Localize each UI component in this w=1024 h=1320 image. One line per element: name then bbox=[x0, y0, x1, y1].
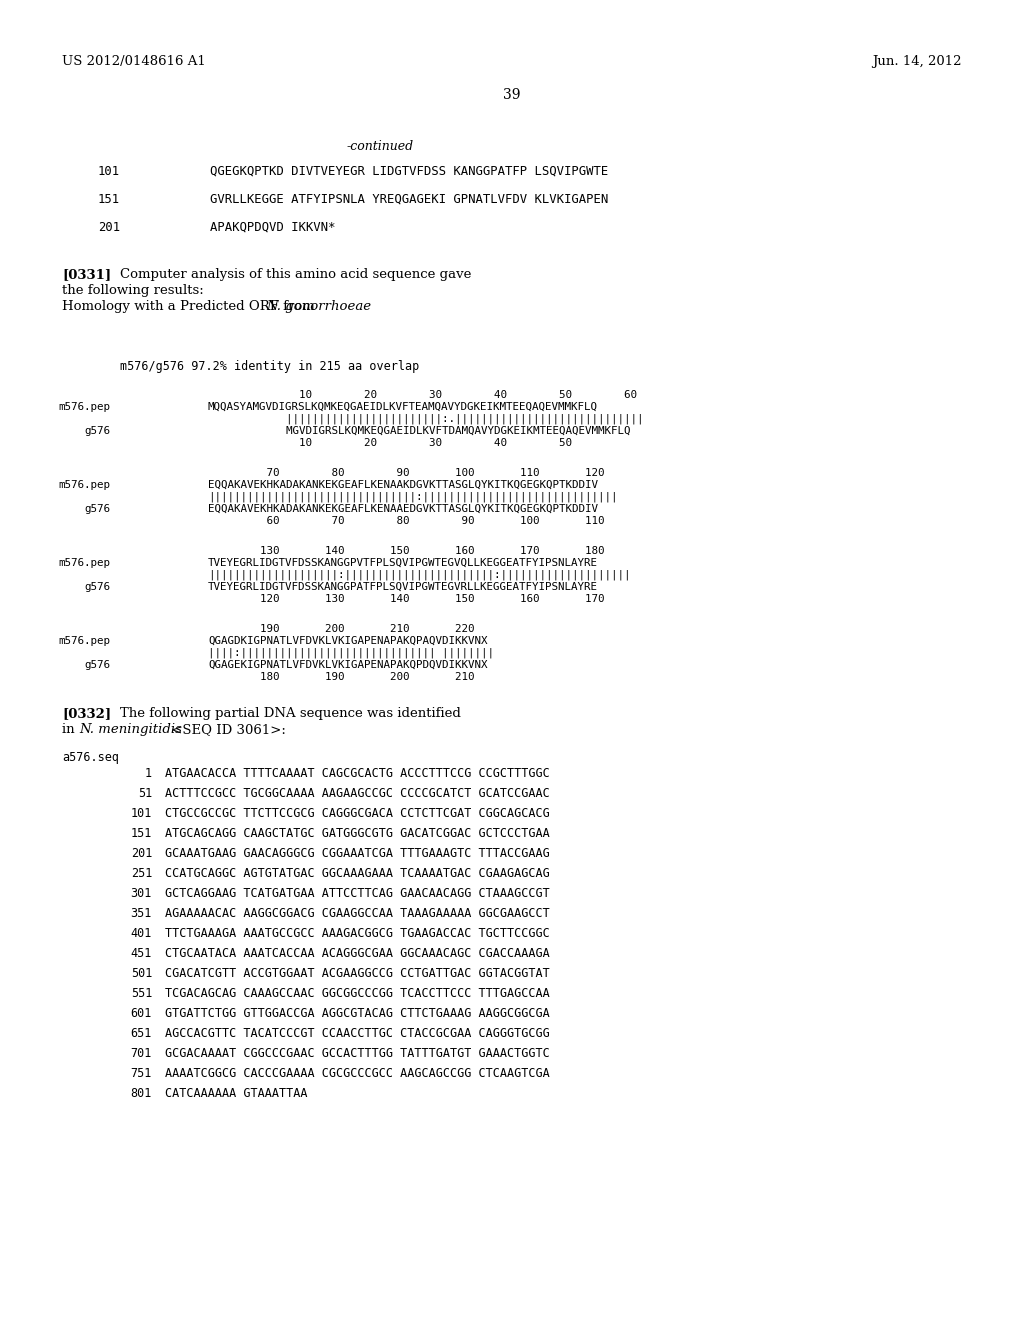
Text: 101: 101 bbox=[131, 807, 152, 820]
Text: 151: 151 bbox=[131, 828, 152, 840]
Text: 801: 801 bbox=[131, 1086, 152, 1100]
Text: Computer analysis of this amino acid sequence gave: Computer analysis of this amino acid seq… bbox=[120, 268, 471, 281]
Text: 39: 39 bbox=[503, 88, 521, 102]
Text: CATCAAAAAA GTAAATTAA: CATCAAAAAA GTAAATTAA bbox=[165, 1086, 307, 1100]
Text: m576/g576 97.2% identity in 215 aa overlap: m576/g576 97.2% identity in 215 aa overl… bbox=[120, 360, 419, 374]
Text: N. meningitidis: N. meningitidis bbox=[80, 723, 182, 737]
Text: EQQAKAVEKHKADAKANKEKGEAFLKENAAEDGVKTTASGLQYKITKQGEGKQPTKDDIV: EQQAKAVEKHKADAKANKEKGEAFLKENAAEDGVKTTASG… bbox=[208, 504, 598, 513]
Text: ACTTTCCGCC TGCGGCAAAA AAGAAGCCGC CCCCGCATCT GCATCCGAAC: ACTTTCCGCC TGCGGCAAAA AAGAAGCCGC CCCCGCA… bbox=[165, 787, 550, 800]
Text: -continued: -continued bbox=[346, 140, 414, 153]
Text: Homology with a Predicted ORF from: Homology with a Predicted ORF from bbox=[62, 300, 319, 313]
Text: 201: 201 bbox=[131, 847, 152, 861]
Text: <SEQ ID 3061>:: <SEQ ID 3061>: bbox=[167, 723, 286, 737]
Text: the following results:: the following results: bbox=[62, 284, 204, 297]
Text: 351: 351 bbox=[131, 907, 152, 920]
Text: TVEYEGRLIDGTVFDSSKANGGPATFPLSQVIPGWTEGVRLLKEGGEATFYIPSNLAYRE: TVEYEGRLIDGTVFDSSKANGGPATFPLSQVIPGWTEGVR… bbox=[208, 582, 598, 591]
Text: N. gonorrhoeae: N. gonorrhoeae bbox=[266, 300, 372, 313]
Text: GCTCAGGAAG TCATGATGAA ATTCCTTCAG GAACAACAGG CTAAAGCCGT: GCTCAGGAAG TCATGATGAA ATTCCTTCAG GAACAAC… bbox=[165, 887, 550, 900]
Text: 1: 1 bbox=[144, 767, 152, 780]
Text: g576: g576 bbox=[84, 504, 110, 513]
Text: g576: g576 bbox=[84, 426, 110, 436]
Text: 751: 751 bbox=[131, 1067, 152, 1080]
Text: ||||||||||||||||||||||||||||||||:||||||||||||||||||||||||||||||: ||||||||||||||||||||||||||||||||:|||||||… bbox=[208, 492, 617, 503]
Text: 501: 501 bbox=[131, 968, 152, 979]
Text: 551: 551 bbox=[131, 987, 152, 1001]
Text: ATGCAGCAGG CAAGCTATGC GATGGGCGTG GACATCGGAC GCTCCCTGAA: ATGCAGCAGG CAAGCTATGC GATGGGCGTG GACATCG… bbox=[165, 828, 550, 840]
Text: CGACATCGTT ACCGTGGAAT ACGAAGGCCG CCTGATTGAC GGTACGGTAT: CGACATCGTT ACCGTGGAAT ACGAAGGCCG CCTGATT… bbox=[165, 968, 550, 979]
Text: g576: g576 bbox=[84, 582, 110, 591]
Text: CCATGCAGGC AGTGTATGAC GGCAAAGAAA TCAAAATGAC CGAAGAGCAG: CCATGCAGGC AGTGTATGAC GGCAAAGAAA TCAAAAT… bbox=[165, 867, 550, 880]
Text: APAKQPDQVD IKKVN*: APAKQPDQVD IKKVN* bbox=[210, 220, 336, 234]
Text: m576.pep: m576.pep bbox=[58, 480, 110, 490]
Text: 70        80        90       100       110       120: 70 80 90 100 110 120 bbox=[208, 469, 604, 478]
Text: 10        20        30        40        50        60: 10 20 30 40 50 60 bbox=[208, 389, 637, 400]
Text: [0331]: [0331] bbox=[62, 268, 112, 281]
Text: m576.pep: m576.pep bbox=[58, 558, 110, 568]
Text: m576.pep: m576.pep bbox=[58, 636, 110, 645]
Text: 451: 451 bbox=[131, 946, 152, 960]
Text: QGAGEKIGPNATLVFDVKLVKIGAPENAPAKQPDQVDIKKVNX: QGAGEKIGPNATLVFDVKLVKIGAPENAPAKQPDQVDIKK… bbox=[208, 660, 487, 671]
Text: 120       130       140       150       160       170: 120 130 140 150 160 170 bbox=[208, 594, 604, 605]
Text: US 2012/0148616 A1: US 2012/0148616 A1 bbox=[62, 55, 206, 69]
Text: ||||||||||||||||||||:|||||||||||||||||||||||:||||||||||||||||||||: ||||||||||||||||||||:|||||||||||||||||||… bbox=[208, 570, 631, 581]
Text: QGEGKQPTKD DIVTVEYEGR LIDGTVFDSS KANGGPATFP LSQVIPGWTE: QGEGKQPTKD DIVTVEYEGR LIDGTVFDSS KANGGPA… bbox=[210, 165, 608, 178]
Text: Jun. 14, 2012: Jun. 14, 2012 bbox=[872, 55, 962, 69]
Text: 701: 701 bbox=[131, 1047, 152, 1060]
Text: 651: 651 bbox=[131, 1027, 152, 1040]
Text: AGAAAAACAC AAGGCGGACG CGAAGGCCAA TAAAGAAAAA GGCGAAGCCT: AGAAAAACAC AAGGCGGACG CGAAGGCCAA TAAAGAA… bbox=[165, 907, 550, 920]
Text: CTGCAATACA AAATCACCAA ACAGGGCGAA GGCAAACAGC CGACCAAAGA: CTGCAATACA AAATCACCAA ACAGGGCGAA GGCAAAC… bbox=[165, 946, 550, 960]
Text: 180       190       200       210: 180 190 200 210 bbox=[208, 672, 474, 682]
Text: in: in bbox=[62, 723, 79, 737]
Text: 601: 601 bbox=[131, 1007, 152, 1020]
Text: 10        20        30        40        50: 10 20 30 40 50 bbox=[208, 438, 572, 447]
Text: 201: 201 bbox=[98, 220, 120, 234]
Text: 51: 51 bbox=[138, 787, 152, 800]
Text: 151: 151 bbox=[98, 193, 120, 206]
Text: CTGCCGCCGC TTCTTCCGCG CAGGGCGACA CCTCTTCGAT CGGCAGCACG: CTGCCGCCGC TTCTTCCGCG CAGGGCGACA CCTCTTC… bbox=[165, 807, 550, 820]
Text: GCGACAAAAT CGGCCCGAAC GCCACTTTGG TATTTGATGT GAAACTGGTC: GCGACAAAAT CGGCCCGAAC GCCACTTTGG TATTTGA… bbox=[165, 1047, 550, 1060]
Text: g576: g576 bbox=[84, 660, 110, 671]
Text: AGCCACGTTC TACATCCCGT CCAACCTTGC CTACCGCGAA CAGGGTGCGG: AGCCACGTTC TACATCCCGT CCAACCTTGC CTACCGC… bbox=[165, 1027, 550, 1040]
Text: 101: 101 bbox=[98, 165, 120, 178]
Text: EQQAKAVEKHKADAKANKEKGEAFLKENAAKDGVKTTASGLQYKITKQGEGKQPTKDDIV: EQQAKAVEKHKADAKANKEKGEAFLKENAAKDGVKTTASG… bbox=[208, 480, 598, 490]
Text: ATGAACACCA TTTTCAAAAT CAGCGCACTG ACCCTTTCCG CCGCTTTGGC: ATGAACACCA TTTTCAAAAT CAGCGCACTG ACCCTTT… bbox=[165, 767, 550, 780]
Text: m576.pep: m576.pep bbox=[58, 403, 110, 412]
Text: 401: 401 bbox=[131, 927, 152, 940]
Text: GCAAATGAAG GAACAGGGCG CGGAAATCGA TTTGAAAGTC TTTACCGAAG: GCAAATGAAG GAACAGGGCG CGGAAATCGA TTTGAAA… bbox=[165, 847, 550, 861]
Text: QGAGDKIGPNATLVFDVKLVKIGAPENAPAKQPAQVDIKKVNX: QGAGDKIGPNATLVFDVKLVKIGAPENAPAKQPAQVDIKK… bbox=[208, 636, 487, 645]
Text: TTCTGAAAGA AAATGCCGCC AAAGACGGCG TGAAGACCAC TGCTTCCGGC: TTCTGAAAGA AAATGCCGCC AAAGACGGCG TGAAGAC… bbox=[165, 927, 550, 940]
Text: AAAATCGGCG CACCCGAAAA CGCGCCCGCC AAGCAGCCGG CTCAAGTCGA: AAAATCGGCG CACCCGAAAA CGCGCCCGCC AAGCAGC… bbox=[165, 1067, 550, 1080]
Text: TCGACAGCAG CAAAGCCAAC GGCGGCCCGG TCACCTTCCC TTTGAGCCAA: TCGACAGCAG CAAAGCCAAC GGCGGCCCGG TCACCTT… bbox=[165, 987, 550, 1001]
Text: TVEYEGRLIDGTVFDSSKANGGPVTFPLSQVIPGWTEGVQLLKEGGEATFYIPSNLAYRE: TVEYEGRLIDGTVFDSSKANGGPVTFPLSQVIPGWTEGVQ… bbox=[208, 558, 598, 568]
Text: GVRLLKEGGE ATFYIPSNLA YREQGAGEKI GPNATLVFDV KLVKIGAPEN: GVRLLKEGGE ATFYIPSNLA YREQGAGEKI GPNATLV… bbox=[210, 193, 608, 206]
Text: MQQASYAMGVDIGRSLKQMKEQGAEIDLKVFTEAMQAVYDGKEIKMTEEQAQEVMMKFLQ: MQQASYAMGVDIGRSLKQMKEQGAEIDLKVFTEAMQAVYD… bbox=[208, 403, 598, 412]
Text: ||||||||||||||||||||||||:.|||||||||||||||||||||||||||||: ||||||||||||||||||||||||:.||||||||||||||… bbox=[208, 414, 643, 425]
Text: 190       200       210       220: 190 200 210 220 bbox=[208, 624, 474, 634]
Text: 301: 301 bbox=[131, 887, 152, 900]
Text: ||||:|||||||||||||||||||||||||||||| ||||||||: ||||:|||||||||||||||||||||||||||||| ||||… bbox=[208, 648, 494, 659]
Text: 130       140       150       160       170       180: 130 140 150 160 170 180 bbox=[208, 546, 604, 556]
Text: MGVDIGRSLKQMKEQGAEIDLKVFTDAMQAVYDGKEIKMTEEQAQEVMMKFLQ: MGVDIGRSLKQMKEQGAEIDLKVFTDAMQAVYDGKEIKMT… bbox=[208, 426, 631, 436]
Text: The following partial DNA sequence was identified: The following partial DNA sequence was i… bbox=[120, 708, 461, 719]
Text: GTGATTCTGG GTTGGACCGA AGGCGTACAG CTTCTGAAAG AAGGCGGCGA: GTGATTCTGG GTTGGACCGA AGGCGTACAG CTTCTGA… bbox=[165, 1007, 550, 1020]
Text: a576.seq: a576.seq bbox=[62, 751, 119, 764]
Text: 60        70        80        90       100       110: 60 70 80 90 100 110 bbox=[208, 516, 604, 525]
Text: [0332]: [0332] bbox=[62, 708, 112, 719]
Text: 251: 251 bbox=[131, 867, 152, 880]
